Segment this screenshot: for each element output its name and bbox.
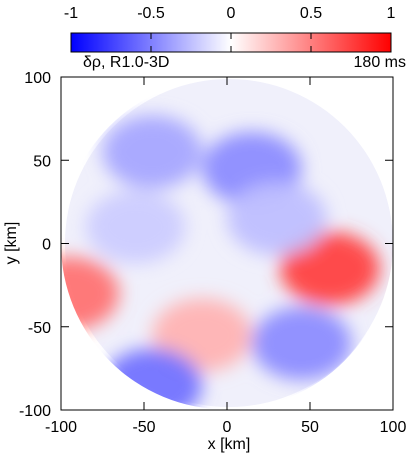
colorbar-tick-label: -1 <box>64 5 78 22</box>
y-tick-label: 100 <box>24 70 51 87</box>
heatmap-feature <box>61 256 120 331</box>
colorbar-tick-label: 0.5 <box>300 5 322 22</box>
x-tick-label: 50 <box>301 419 319 436</box>
x-tick-label: -100 <box>45 419 77 436</box>
y-tick-label: 50 <box>33 153 51 170</box>
y-tick-label: 0 <box>42 237 51 254</box>
x-tick-label: 100 <box>380 419 407 436</box>
heatmap-feature <box>102 348 203 410</box>
x-axis-label: x [km] <box>208 436 251 453</box>
colorbar-ticks: -1 -0.5 0 0.5 1 <box>64 5 396 52</box>
heatmap-feature <box>102 115 203 189</box>
heatmap-field <box>61 79 393 410</box>
heatmap-feature <box>85 190 186 264</box>
colorbar-tick-label: 0 <box>227 5 236 22</box>
annotation-left: δρ, R1.0-3D <box>83 54 169 71</box>
y-tick-label: -50 <box>28 320 51 337</box>
plot-area: -100 -50 0 50 100 -100 -50 0 50 100 <box>19 70 406 436</box>
annotation-right: 180 ms <box>354 54 406 71</box>
heatmap-feature <box>226 181 327 256</box>
colorbar: -1 -0.5 0 0.5 1 <box>64 5 396 53</box>
x-tick-label: 0 <box>223 419 232 436</box>
colorbar-tick-label: 1 <box>387 5 396 22</box>
x-tick-label: -50 <box>132 419 155 436</box>
axis-ticks: -100 -50 0 50 100 -100 -50 0 50 100 <box>19 70 406 436</box>
heatmap-feature <box>280 231 380 306</box>
y-axis-label: y [km] <box>3 222 20 265</box>
heatmap-feature <box>251 306 352 381</box>
y-tick-label: -100 <box>19 403 51 420</box>
colorbar-tick-label: -0.5 <box>137 5 165 22</box>
